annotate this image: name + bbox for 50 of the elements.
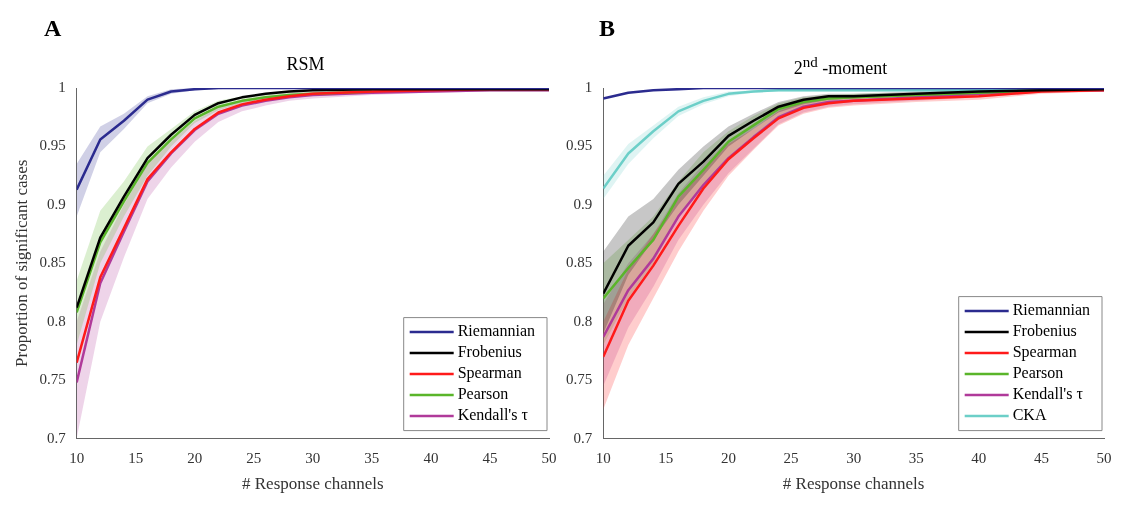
x-tick-label: 10 xyxy=(69,449,85,466)
x-tick-label: 20 xyxy=(187,449,203,466)
y-tick-label: 0.7 xyxy=(573,429,593,446)
x-tick-label: 25 xyxy=(246,449,262,466)
x-tick-label: 30 xyxy=(305,449,321,466)
y-axis-title: Proportion of significant cases xyxy=(11,159,31,367)
x-tick-label: 45 xyxy=(482,449,498,466)
x-tick-label: 15 xyxy=(658,449,674,466)
x-tick-label: 35 xyxy=(364,449,380,466)
legend-label: Frobenius xyxy=(1012,322,1077,340)
x-tick-label: 30 xyxy=(846,449,862,466)
y-tick-label: 0.8 xyxy=(573,312,593,329)
text: B xyxy=(599,15,616,41)
y-tick-label: 1 xyxy=(584,78,593,95)
legend-label: Kendall's τ xyxy=(1012,385,1084,403)
legend-label: Frobenius xyxy=(457,343,522,361)
x-tick-label: 35 xyxy=(908,449,924,466)
y-tick-label: 0.95 xyxy=(39,137,66,154)
y-tick-label: 0.8 xyxy=(46,312,66,329)
y-tick-label: 0.7 xyxy=(46,429,67,446)
chart-title: RSM xyxy=(285,54,326,76)
y-tick-label: 0.85 xyxy=(566,254,593,271)
legend-label: Pearson xyxy=(457,385,509,403)
y-tick-label: 1 xyxy=(58,78,66,95)
x-tick-label: 45 xyxy=(1033,449,1049,466)
y-tick-label: 0.95 xyxy=(566,137,593,154)
legend-label: Riemannian xyxy=(1012,301,1090,319)
y-tick-label: 0.9 xyxy=(46,195,66,212)
legend-label: Kendall's τ xyxy=(457,406,529,424)
legend-label: Pearson xyxy=(1012,364,1064,382)
x-tick-label: 40 xyxy=(971,449,987,466)
x-tick-label: 40 xyxy=(423,449,439,466)
y-tick-label: 0.9 xyxy=(573,195,593,212)
x-axis-title: # Response channels xyxy=(782,474,925,494)
x-tick-label: 50 xyxy=(541,449,557,466)
y-tick-label: 0.75 xyxy=(566,371,593,388)
legend-label: Spearman xyxy=(457,364,522,383)
legend-label: Riemannian xyxy=(457,322,535,340)
legend-label: Spearman xyxy=(1012,343,1077,362)
legend-label: CKA xyxy=(1012,406,1047,424)
x-tick-label: 25 xyxy=(783,449,799,466)
x-tick-label: 15 xyxy=(128,449,144,466)
x-tick-label: 20 xyxy=(720,449,736,466)
y-tick-label: 0.75 xyxy=(39,371,66,388)
y-tick-label: 0.85 xyxy=(39,254,66,271)
x-tick-label: 50 xyxy=(1096,449,1112,466)
text: A xyxy=(44,15,62,41)
chart-title: 2$^{nd}$ -moment xyxy=(792,54,889,78)
x-axis-title: # Response channels xyxy=(242,474,384,494)
x-tick-label: 10 xyxy=(595,449,611,466)
